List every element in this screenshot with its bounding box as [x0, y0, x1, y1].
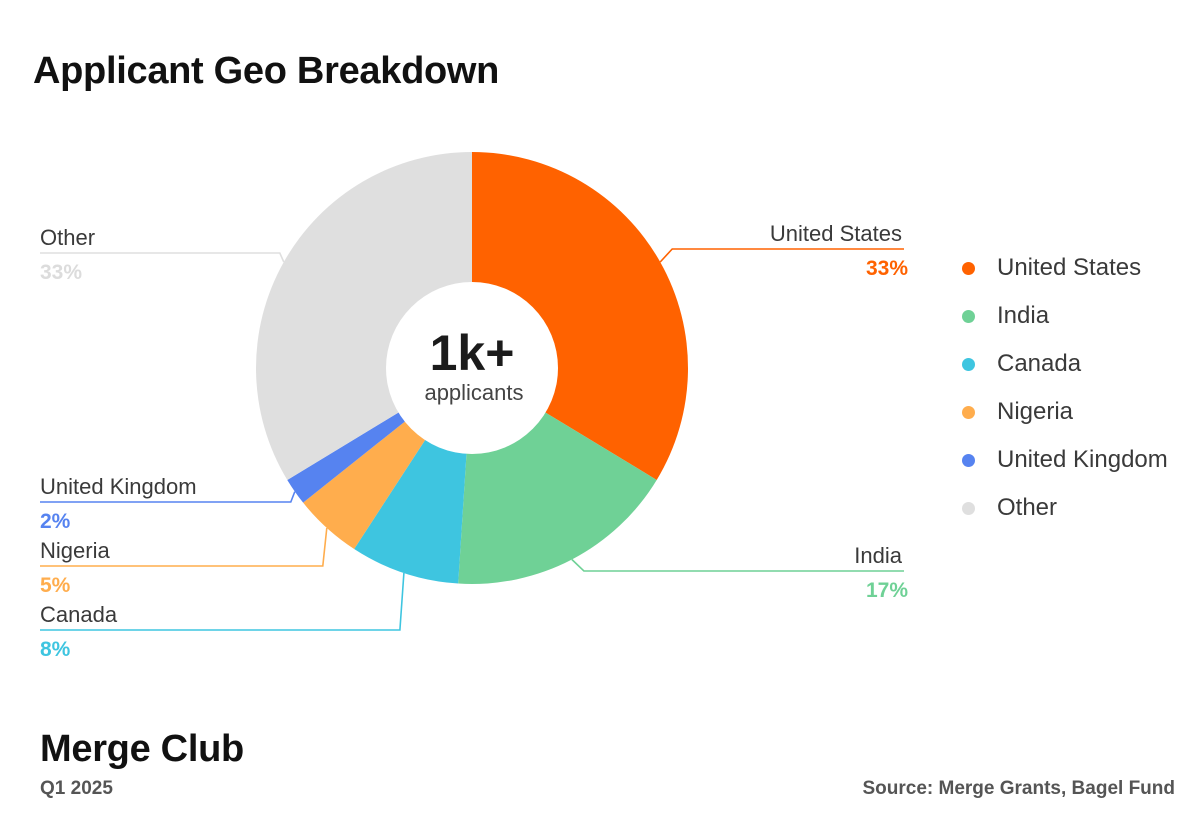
legend-item-other: Other: [962, 484, 1168, 532]
chart-title: Applicant Geo Breakdown: [33, 50, 500, 92]
legend-label-nigeria: Nigeria: [997, 398, 1074, 425]
leader-line-nigeria: [40, 527, 328, 567]
footer-brand: Merge Club: [40, 728, 244, 770]
slice-label-united-kingdom: United Kingdom: [40, 474, 197, 499]
slice-value-other: 33%: [40, 261, 82, 284]
leader-line-india: [571, 558, 904, 572]
legend-swatch-united-states: [962, 261, 975, 275]
legend-swatch-other: [962, 501, 975, 515]
legend-swatch-united-kingdom: [962, 453, 975, 467]
leader-line-other: [40, 252, 285, 263]
slice-value-united-states: 33%: [866, 257, 908, 280]
slice-value-nigeria: 5%: [40, 574, 71, 597]
legend-label-other: Other: [997, 494, 1058, 521]
leader-line-canada: [40, 572, 405, 631]
legend-item-united-states: United States: [962, 244, 1168, 292]
donut-hole: [386, 282, 558, 454]
legend-item-canada: Canada: [962, 340, 1168, 388]
legend-label-canada: Canada: [997, 350, 1082, 377]
legend-item-nigeria: Nigeria: [962, 388, 1168, 436]
center-label: applicants: [424, 380, 523, 405]
slice-value-canada: 8%: [40, 638, 71, 661]
legend-item-united-kingdom: United Kingdom: [962, 436, 1168, 484]
legend-swatch-canada: [962, 357, 975, 371]
slice-label-india: India: [854, 543, 902, 568]
slice-label-other: Other: [40, 225, 95, 250]
center-value: 1k+: [430, 325, 515, 381]
slice-value-united-kingdom: 2%: [40, 510, 71, 533]
legend-label-united-states: United States: [997, 254, 1142, 281]
legend-label-united-kingdom: United Kingdom: [997, 446, 1168, 473]
slice-label-united-states: United States: [770, 221, 902, 246]
legend-item-india: India: [962, 292, 1168, 340]
footer-period: Q1 2025: [40, 778, 113, 799]
slice-label-nigeria: Nigeria: [40, 538, 110, 563]
legend: United States India Canada Nigeria United Ki…: [962, 244, 1168, 532]
footer-source: Source: Merge Grants, Bagel Fund: [862, 778, 1176, 799]
leader-lines-layer: [40, 248, 904, 631]
legend-label-india: India: [997, 302, 1050, 329]
slice-label-canada: Canada: [40, 602, 118, 627]
leader-line-united-states: [659, 248, 904, 263]
legend-swatch-india: [962, 309, 975, 323]
slice-labels-layer: United States 33% India 17% Canada 8% Nigeria 5…: [40, 221, 908, 661]
slice-value-india: 17%: [866, 579, 908, 602]
legend-swatch-nigeria: [962, 405, 975, 419]
leader-line-united-kingdom: [40, 491, 296, 503]
